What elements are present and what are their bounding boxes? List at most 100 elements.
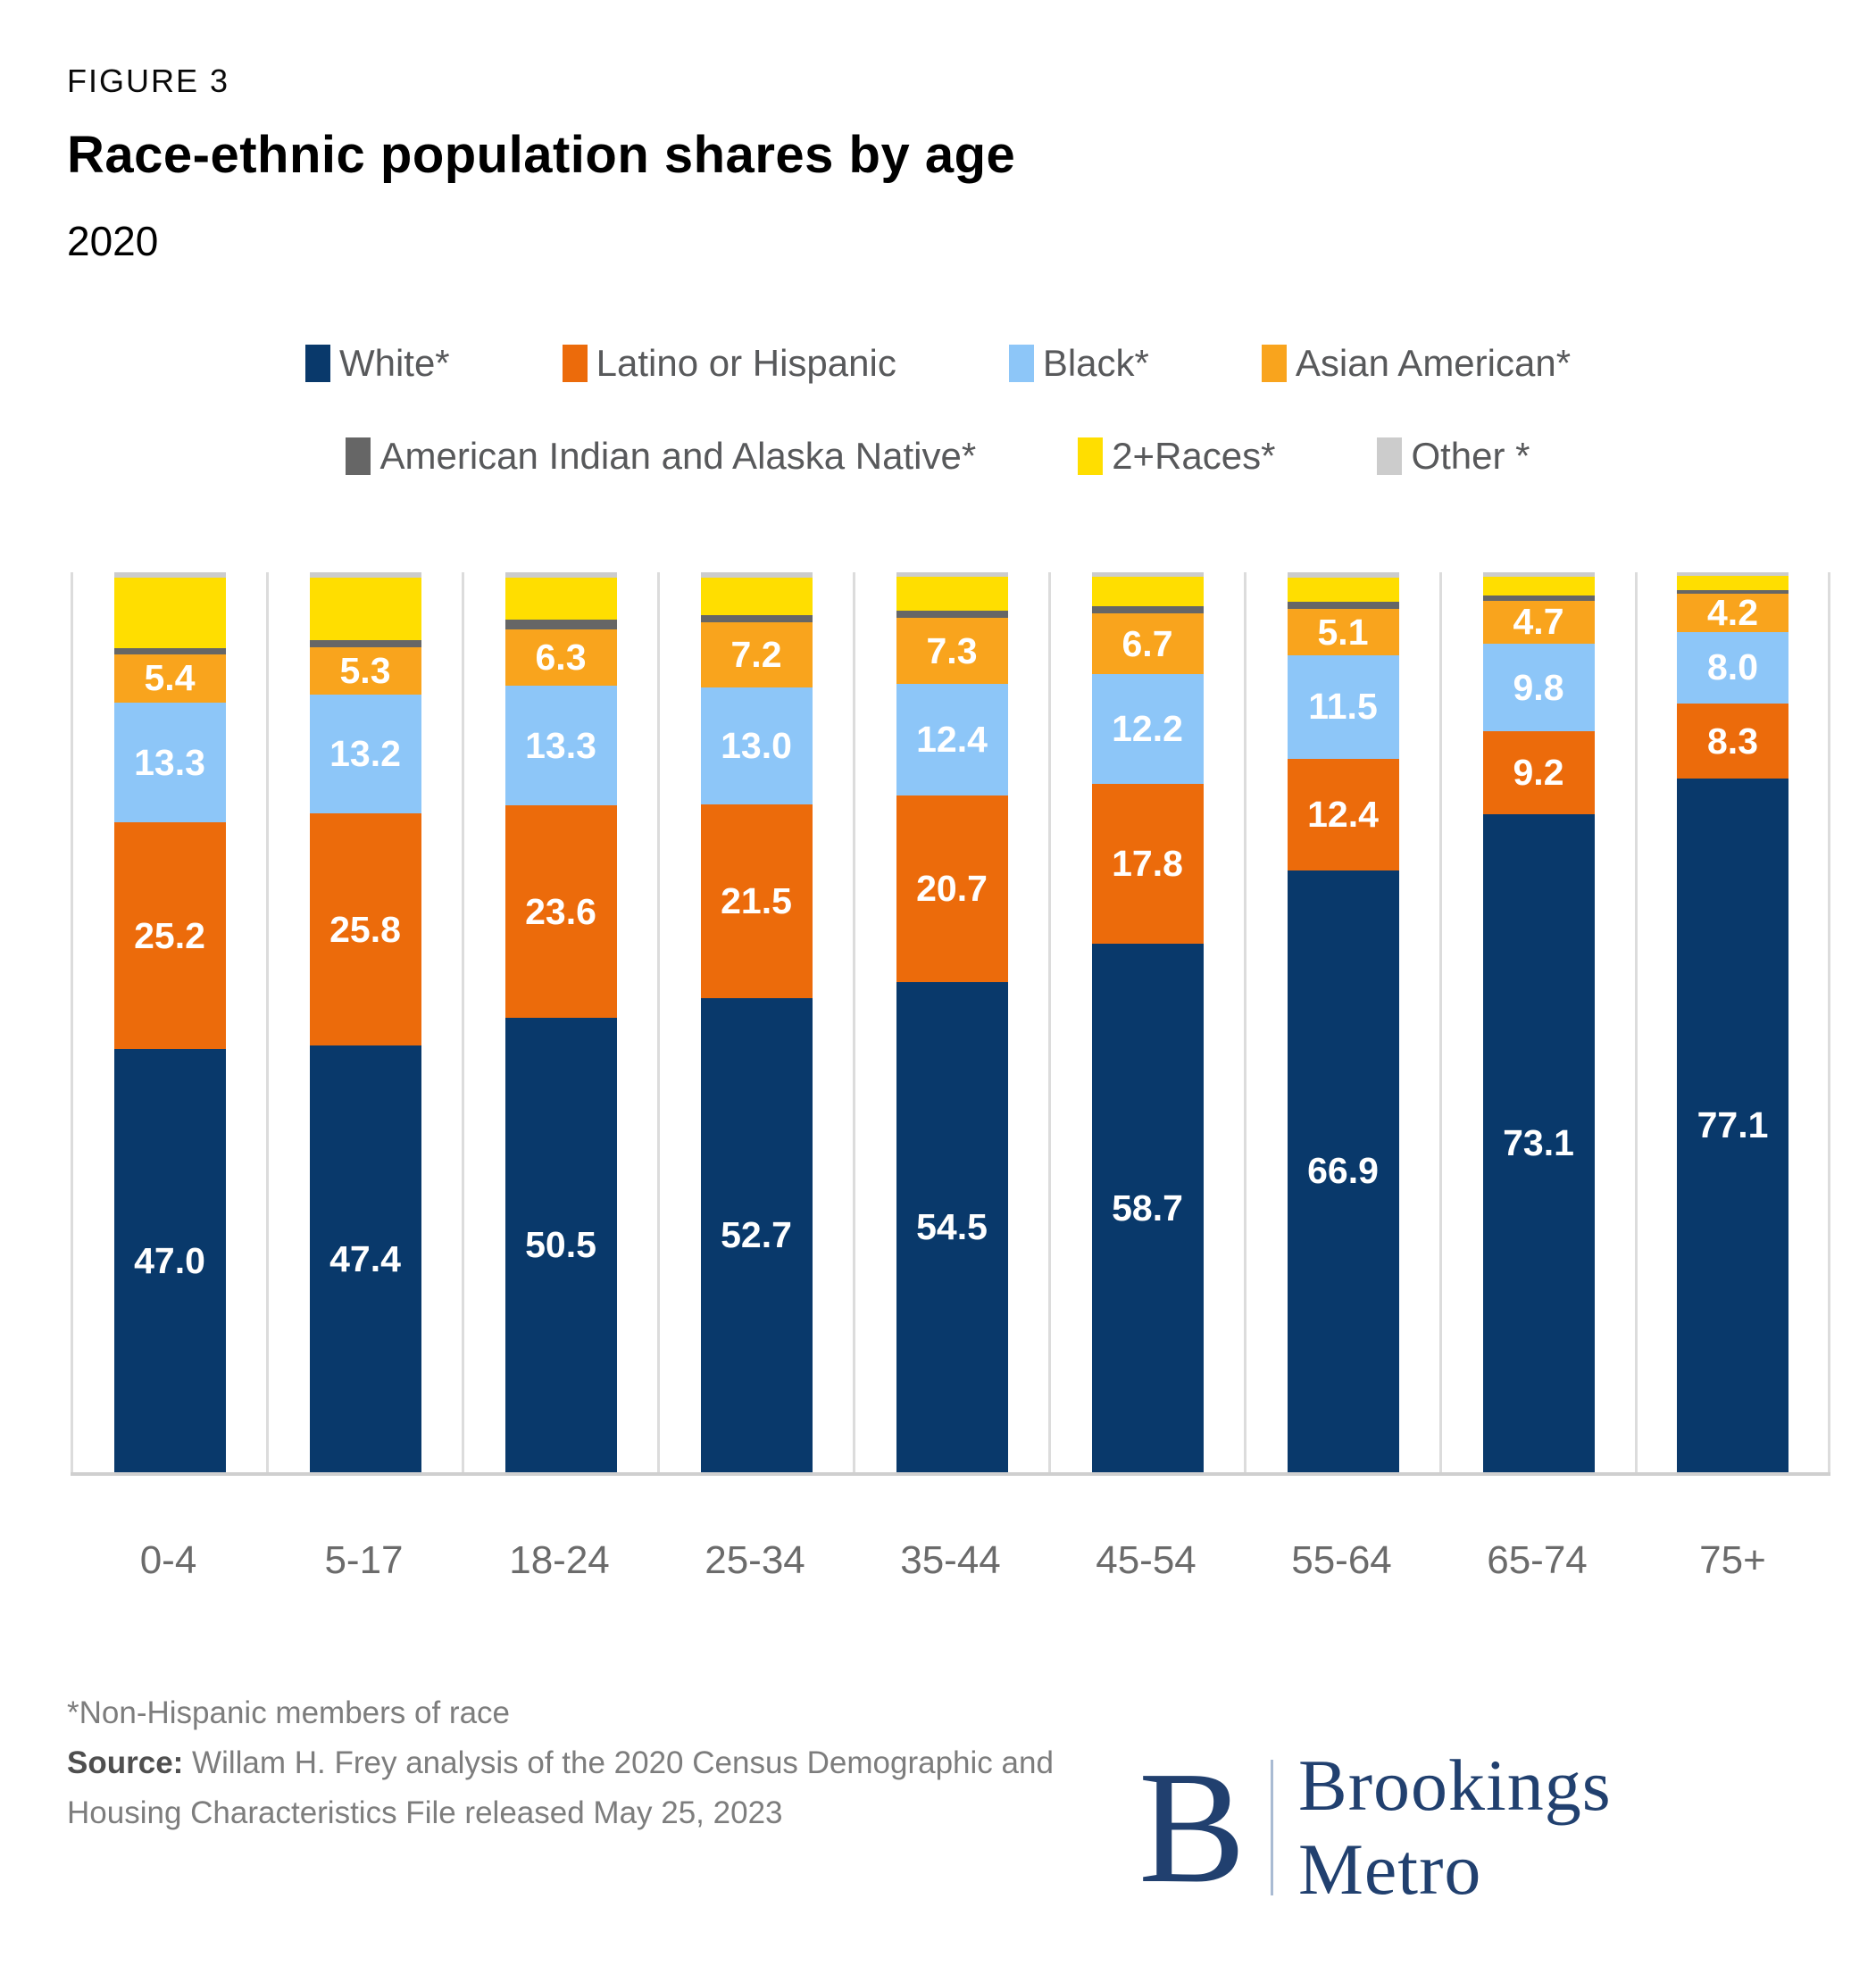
stacked-bar-65-74: 4.7 9.8 9.2 73.1 xyxy=(1482,572,1595,1472)
legend-swatch-american-indian-alaska-native xyxy=(346,437,371,475)
bar-value-label-black: 13.2 xyxy=(329,733,401,775)
bar-group-65-74: 4.7 9.8 9.2 73.1 xyxy=(1439,572,1635,1472)
bar-segment-two-plus-races xyxy=(309,578,421,640)
bar-segment-two-plus-races xyxy=(1287,578,1399,603)
bar-segment-asian-american: 4.2 xyxy=(1677,594,1788,632)
bar-value-label-white: 66.9 xyxy=(1307,1150,1379,1192)
bar-segment-two-plus-races xyxy=(896,577,1008,612)
stacked-bar-75plus: 4.2 8.0 8.3 77.1 xyxy=(1677,572,1788,1472)
bar-value-label-white: 47.4 xyxy=(329,1237,401,1279)
stacked-bar-5-17: 5.3 13.2 25.8 47.4 xyxy=(309,572,421,1472)
bar-group-25-34: 7.2 13.0 21.5 52.7 xyxy=(657,572,853,1472)
bar-segment-american-indian-alaska-native xyxy=(309,639,421,647)
bar-value-label-latino-or-hispanic: 21.5 xyxy=(721,879,792,921)
bar-value-label-asian-american: 5.3 xyxy=(339,649,391,691)
bar-segment-two-plus-races xyxy=(1482,577,1595,596)
chart-plot-area: 5.4 13.3 25.2 47.0 5.3 13.2 25.8 47.4 6.3 13.3 23.… xyxy=(71,572,1830,1476)
bar-segment-asian-american: 4.7 xyxy=(1482,601,1595,644)
bar-segment-white: 54.5 xyxy=(896,981,1008,1472)
bar-segment-asian-american: 7.2 xyxy=(700,622,813,688)
stacked-bar-0-4: 5.4 13.3 25.2 47.0 xyxy=(113,572,226,1472)
legend-swatch-latino-or-hispanic xyxy=(562,345,588,382)
legend-item-asian-american: Asian American* xyxy=(1261,342,1571,385)
bar-segment-other xyxy=(896,572,1008,578)
bar-segment-american-indian-alaska-native xyxy=(113,647,226,654)
bar-segment-other xyxy=(1091,572,1204,578)
bar-segment-latino-or-hispanic: 21.5 xyxy=(700,804,813,998)
bar-segment-latino-or-hispanic: 25.8 xyxy=(309,813,421,1046)
bar-segment-white: 50.5 xyxy=(504,1017,617,1472)
bar-segment-white: 73.1 xyxy=(1482,814,1595,1472)
x-axis-label-0-4: 0-4 xyxy=(139,1538,197,1582)
legend-swatch-asian-american xyxy=(1261,345,1287,382)
stacked-bar-35-44: 7.3 12.4 20.7 54.5 xyxy=(896,572,1008,1472)
bar-segment-white: 47.0 xyxy=(113,1049,226,1472)
bar-value-label-black: 12.4 xyxy=(916,719,988,760)
bar-segment-latino-or-hispanic: 23.6 xyxy=(504,805,617,1018)
bar-group-0-4: 5.4 13.3 25.2 47.0 xyxy=(71,572,266,1472)
bar-group-45-54: 6.7 12.2 17.8 58.7 xyxy=(1048,572,1244,1472)
bar-segment-other xyxy=(1482,572,1595,578)
bar-segment-white: 58.7 xyxy=(1091,944,1204,1472)
bar-value-label-asian-american: 6.3 xyxy=(535,636,587,678)
bar-value-label-latino-or-hispanic: 8.3 xyxy=(1707,720,1758,762)
figure-footer: *Non-Hispanic members of race Source: Wi… xyxy=(67,1688,1809,1912)
legend-row-1: White* Latino or Hispanic Black* Asian Amer… xyxy=(304,342,1571,385)
source-text: Willam H. Frey analysis of the 2020 Cens… xyxy=(67,1745,1054,1830)
x-axis-label-5-17: 5-17 xyxy=(324,1538,404,1582)
bar-segment-american-indian-alaska-native xyxy=(1287,602,1399,610)
legend-label-black: Black* xyxy=(1042,342,1149,384)
bar-value-label-black: 11.5 xyxy=(1308,686,1378,728)
legend-swatch-two-plus-races xyxy=(1078,437,1104,475)
bar-group-55-64: 5.1 11.5 12.4 66.9 xyxy=(1244,572,1439,1472)
bar-segment-black: 13.2 xyxy=(309,695,421,814)
bar-segment-other xyxy=(504,572,617,579)
legend-item-american-indian-alaska-native: American Indian and Alaska Native* xyxy=(346,435,976,478)
bar-value-label-white: 50.5 xyxy=(525,1223,596,1265)
brookings-b-logo-mark: B xyxy=(1138,1737,1246,1916)
brookings-metro-wordmark: Brookings Metro xyxy=(1298,1745,1612,1910)
bar-value-label-black: 13.0 xyxy=(721,725,792,767)
x-axis-label-75plus: 75+ xyxy=(1699,1538,1766,1582)
stacked-bar-25-34: 7.2 13.0 21.5 52.7 xyxy=(700,572,813,1472)
bar-segment-white: 66.9 xyxy=(1287,870,1399,1472)
bar-value-label-white: 47.0 xyxy=(134,1239,205,1281)
bar-group-75plus: 4.2 8.0 8.3 77.1 xyxy=(1635,572,1830,1472)
legend-swatch-black xyxy=(1008,345,1034,382)
bar-segment-latino-or-hispanic: 25.2 xyxy=(113,822,226,1050)
bar-segment-two-plus-races xyxy=(504,578,617,621)
bar-value-label-white: 77.1 xyxy=(1697,1104,1769,1145)
bar-value-label-white: 52.7 xyxy=(721,1213,792,1255)
legend-row-2: American Indian and Alaska Native* 2+Race… xyxy=(346,435,1530,478)
bar-segment-american-indian-alaska-native xyxy=(896,611,1008,619)
legend-swatch-other xyxy=(1377,437,1403,475)
legend-item-black: Black* xyxy=(1008,342,1149,385)
bar-segment-white: 77.1 xyxy=(1677,778,1788,1472)
bar-value-label-black: 8.0 xyxy=(1707,646,1758,688)
legend-label-other: Other * xyxy=(1411,435,1530,477)
legend-item-two-plus-races: 2+Races* xyxy=(1078,435,1275,478)
bar-value-label-black: 13.3 xyxy=(525,724,596,766)
stacked-bar-55-64: 5.1 11.5 12.4 66.9 xyxy=(1287,572,1399,1472)
bar-segment-asian-american: 6.7 xyxy=(1091,613,1204,674)
bar-segment-other xyxy=(309,572,421,579)
legend-label-white: White* xyxy=(338,342,450,384)
bar-segment-black: 11.5 xyxy=(1287,654,1399,759)
figure-label: FIGURE 3 xyxy=(67,62,230,99)
bar-segment-american-indian-alaska-native xyxy=(700,615,813,623)
bar-segment-asian-american: 5.3 xyxy=(309,646,421,695)
footnote-block: *Non-Hispanic members of race Source: Wi… xyxy=(67,1688,1138,1838)
bar-segment-black: 13.0 xyxy=(700,687,813,805)
bar-segment-other xyxy=(1677,572,1788,577)
brookings-metro-logo: B Brookings Metro xyxy=(1138,1744,1804,1912)
legend-item-latino-or-hispanic: Latino or Hispanic xyxy=(562,342,896,385)
bar-value-label-white: 58.7 xyxy=(1112,1187,1183,1229)
logo-divider xyxy=(1271,1760,1273,1895)
bar-segment-american-indian-alaska-native xyxy=(1091,606,1204,614)
bar-segment-other xyxy=(113,572,226,579)
bar-segment-other xyxy=(1287,572,1399,579)
stacked-bar-45-54: 6.7 12.2 17.8 58.7 xyxy=(1091,572,1204,1472)
bar-value-label-asian-american: 6.7 xyxy=(1121,622,1173,664)
bar-value-label-latino-or-hispanic: 9.2 xyxy=(1513,752,1564,794)
x-axis-label-18-24: 18-24 xyxy=(509,1538,610,1582)
